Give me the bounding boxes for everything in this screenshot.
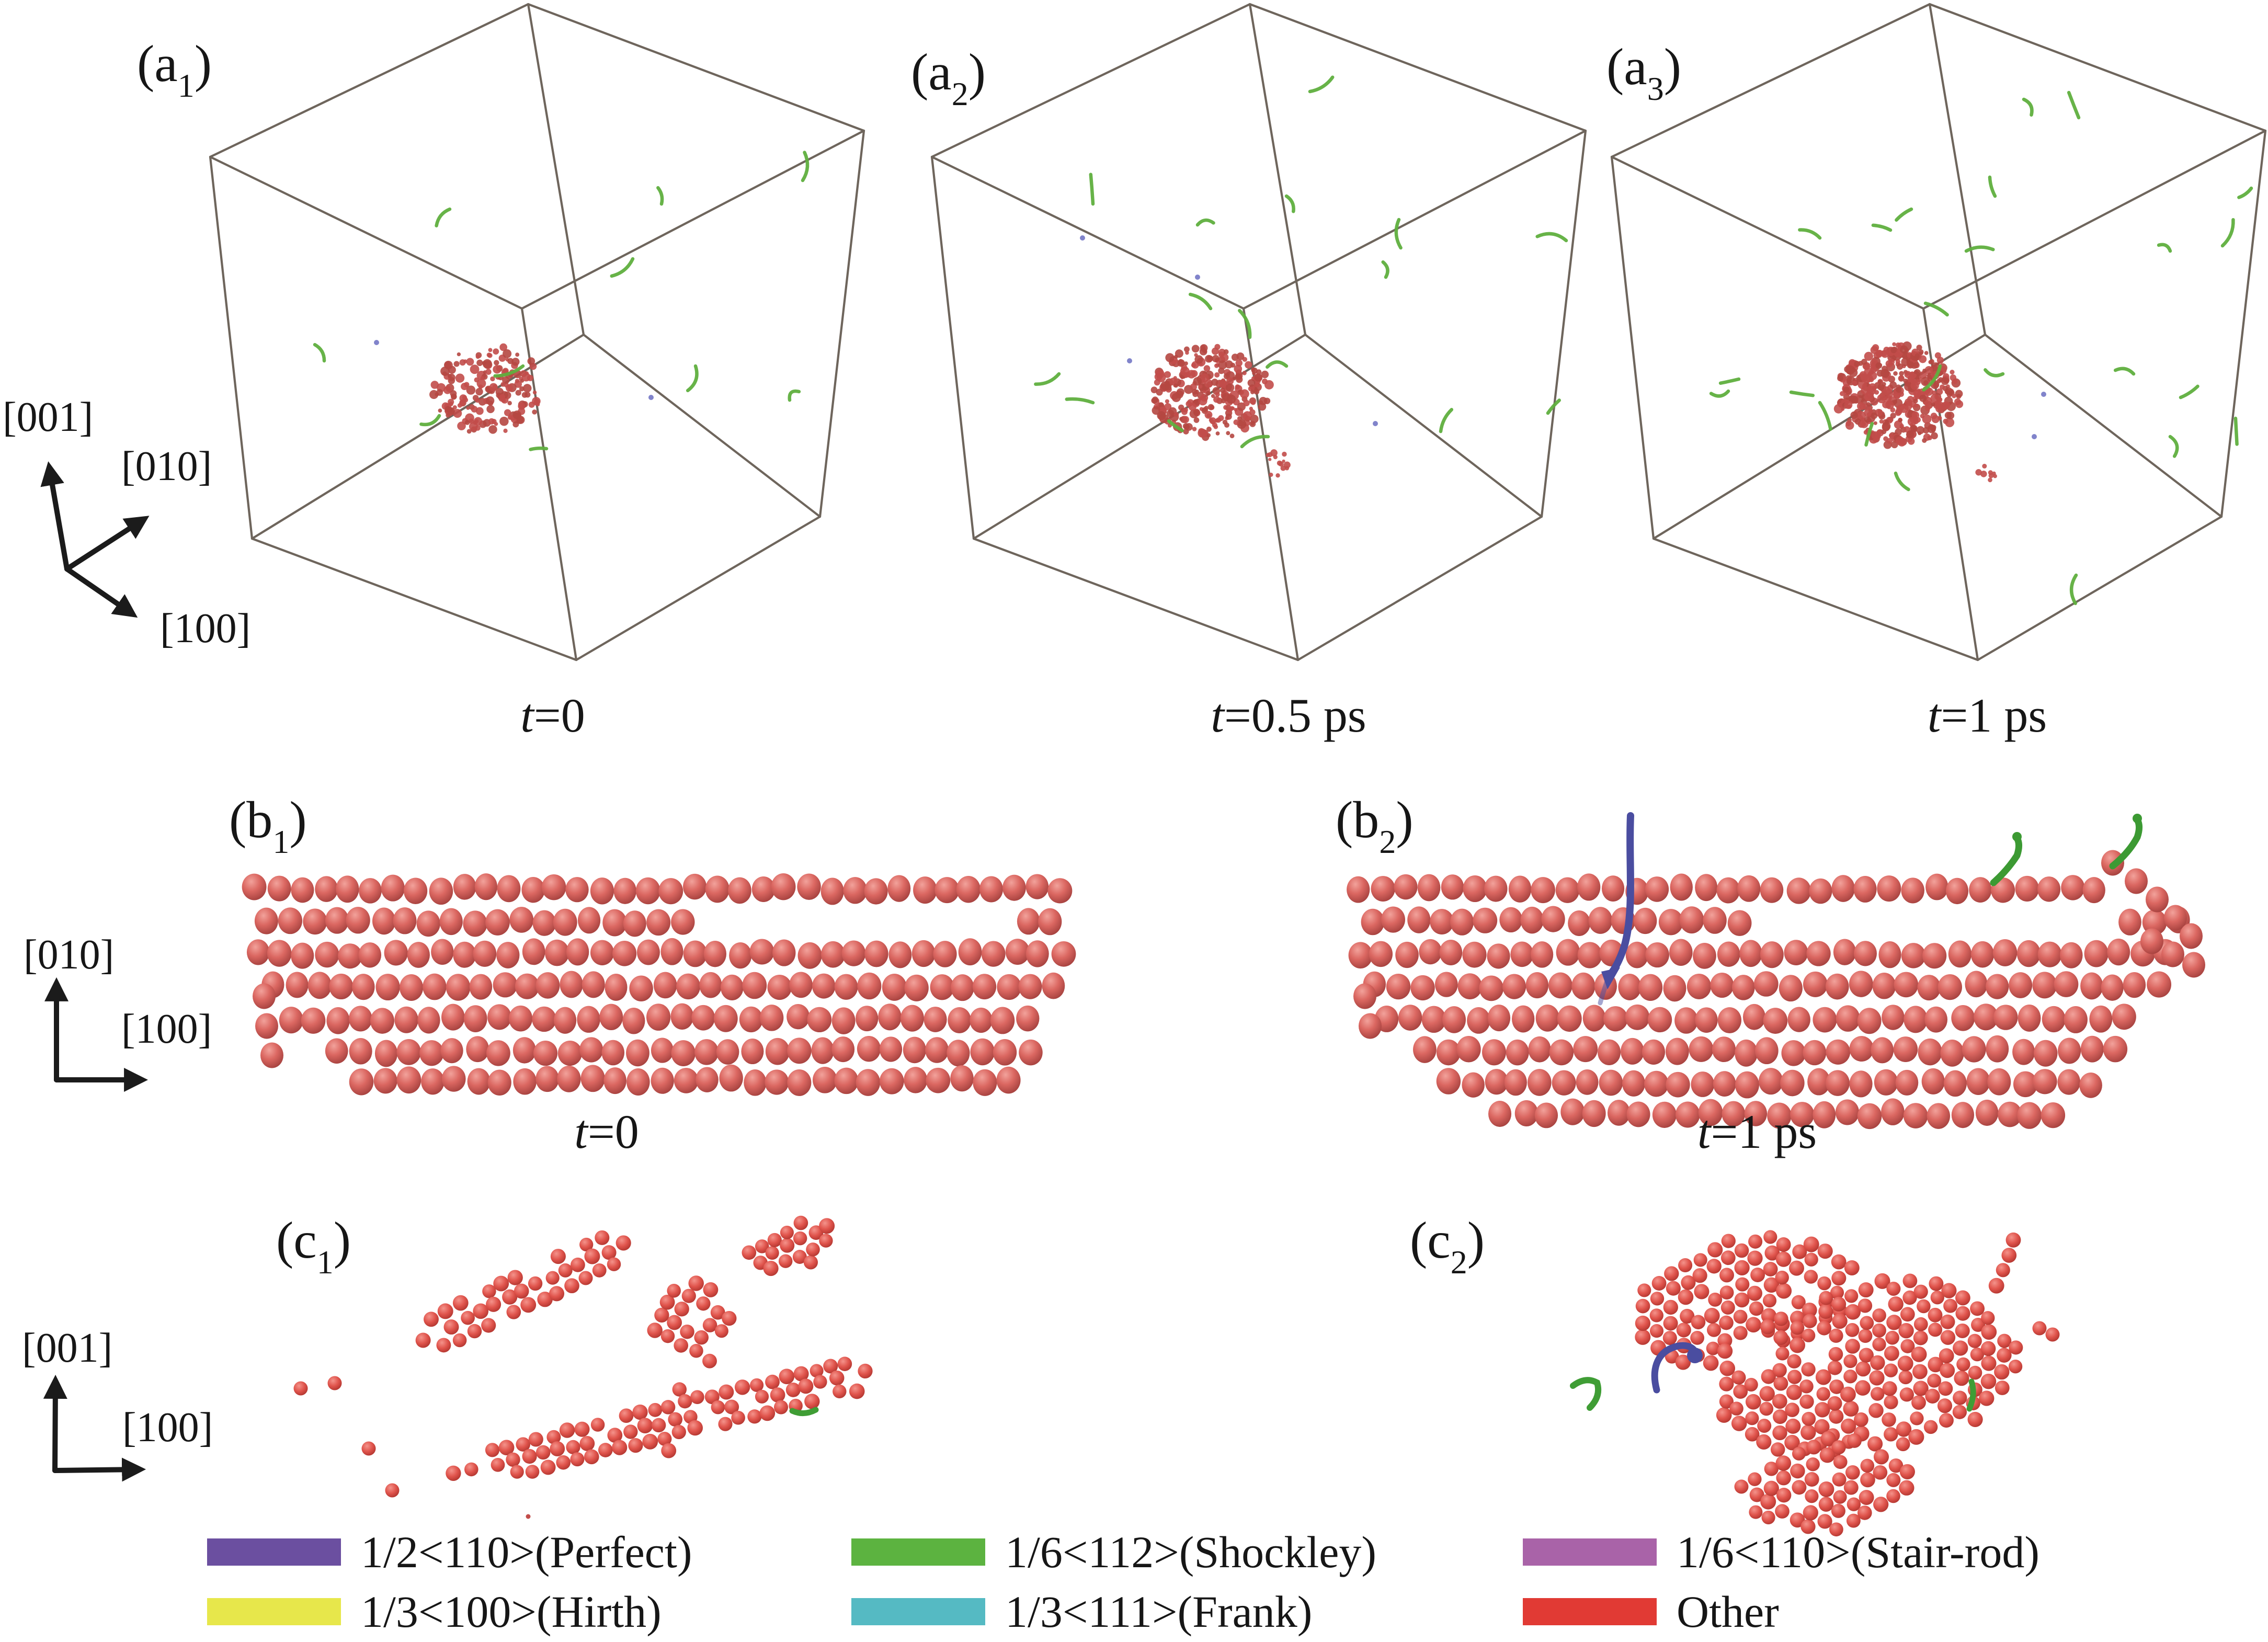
- panel-label-c2-sub: 2: [1450, 1244, 1467, 1281]
- panel-label-b1-sub: 1: [272, 823, 290, 860]
- time-label-a1: t=0: [520, 691, 585, 739]
- time-label-b1: t=0: [574, 1108, 639, 1156]
- time-b2-var: t: [1697, 1105, 1711, 1158]
- axis-label-001-c: [001]: [22, 1325, 113, 1371]
- legend-item-hirth: 1/3<100>(Hirth): [207, 1588, 662, 1636]
- panel-label-a2-close: ): [968, 43, 986, 101]
- simulation-cube-t1: [1610, 3, 2267, 662]
- legend-label-perfect: 1/2<110>(Perfect): [361, 1527, 692, 1577]
- time-a1-value: =0: [533, 689, 585, 742]
- axis-label-100-c: [100]: [122, 1405, 213, 1451]
- panel-label-b2-sub: 2: [1379, 823, 1396, 860]
- time-b1-value: =0: [587, 1105, 639, 1158]
- legend-label-hirth: 1/3<100>(Hirth): [361, 1587, 662, 1637]
- axis-label-001-a: [001]: [3, 394, 94, 440]
- panel-label-b1-close: ): [289, 791, 307, 849]
- legend-swatch-hirth: [207, 1598, 341, 1625]
- legend-swatch-perfect: [207, 1538, 341, 1566]
- panel-label-c1-close: ): [333, 1211, 351, 1269]
- time-b1-var: t: [574, 1105, 588, 1158]
- legend-label-stairrod: 1/6<110>(Stair-rod): [1677, 1527, 2039, 1577]
- panel-label-a1: (a1): [137, 35, 212, 102]
- panel-label-b1: (b1): [229, 791, 307, 859]
- axis-arrows-c-icon: [43, 1374, 146, 1482]
- legend-item-stairrod: 1/6<110>(Stair-rod): [1523, 1528, 2039, 1576]
- axis-label-100-a: [100]: [160, 606, 251, 652]
- panel-label-c1: (c1): [276, 1211, 351, 1279]
- legend-item-frank: 1/3<111>(Frank): [851, 1588, 1312, 1636]
- legend-swatch-frank: [851, 1598, 985, 1625]
- legend-swatch-other: [1523, 1598, 1657, 1625]
- legend-item-shockley: 1/6<112>(Shockley): [851, 1528, 1376, 1576]
- panel-label-a2: (a2): [911, 43, 986, 111]
- legend-label-other: Other: [1677, 1587, 1779, 1637]
- time-label-a3: t=1 ps: [1928, 691, 2047, 739]
- panel-label-c1-base: (c: [276, 1211, 317, 1269]
- time-a3-value: =1 ps: [1941, 689, 2047, 742]
- panel-label-a1-base: (a: [137, 35, 178, 93]
- panel-label-a3-sub: 3: [1647, 70, 1664, 107]
- time-a2-var: t: [1211, 689, 1224, 742]
- panel-label-b2: (b2): [1336, 791, 1414, 859]
- atom-cluster-t0: [293, 1215, 873, 1519]
- atom-slab-t0: [242, 873, 1076, 1096]
- panel-label-c2-close: ): [1467, 1211, 1485, 1269]
- axis-arrows-3d-icon: [40, 461, 150, 618]
- time-b2-value: =1 ps: [1711, 1105, 1817, 1158]
- legend-item-other: Other: [1523, 1588, 1779, 1636]
- time-label-a2: t=0.5 ps: [1211, 691, 1366, 739]
- atom-slab-t1: [1347, 812, 2205, 1130]
- time-a3-var: t: [1927, 689, 1941, 742]
- panel-label-a3: (a3): [1606, 38, 1681, 106]
- time-label-b2: t=1 ps: [1697, 1108, 1817, 1156]
- legend-swatch-shockley: [851, 1538, 985, 1566]
- panel-label-a2-sub: 2: [951, 75, 968, 112]
- legend-swatch-stairrod: [1523, 1538, 1657, 1566]
- simulation-cube-t05: [930, 3, 1587, 662]
- legend-label-shockley: 1/6<112>(Shockley): [1005, 1527, 1377, 1577]
- panel-label-c1-sub: 1: [316, 1244, 334, 1281]
- time-a2-value: =0.5 ps: [1224, 689, 1366, 742]
- panel-label-a3-base: (a: [1606, 38, 1647, 96]
- legend-label-frank: 1/3<111>(Frank): [1005, 1587, 1313, 1637]
- axis-label-010-a: [010]: [121, 443, 212, 489]
- atom-cluster-t1: [1570, 1230, 2060, 1537]
- axis-arrows-b-icon: [44, 977, 149, 1092]
- panel-label-b2-base: (b: [1336, 791, 1380, 849]
- axis-label-010-b: [010]: [24, 932, 115, 978]
- panel-label-a2-base: (a: [911, 43, 952, 101]
- simulation-cube-t0: [209, 3, 865, 662]
- panel-label-a3-close: ): [1663, 38, 1681, 96]
- panel-label-a1-sub: 1: [177, 67, 195, 104]
- panel-label-c2-base: (c: [1410, 1211, 1451, 1269]
- panel-label-b2-close: ): [1396, 791, 1414, 849]
- time-a1-var: t: [520, 689, 534, 742]
- axis-label-100-b: [100]: [121, 1006, 212, 1052]
- panel-label-c2: (c2): [1410, 1211, 1485, 1279]
- panel-label-b1-base: (b: [229, 791, 273, 849]
- panel-label-a1-close: ): [194, 35, 212, 93]
- legend-item-perfect: 1/2<110>(Perfect): [207, 1528, 692, 1576]
